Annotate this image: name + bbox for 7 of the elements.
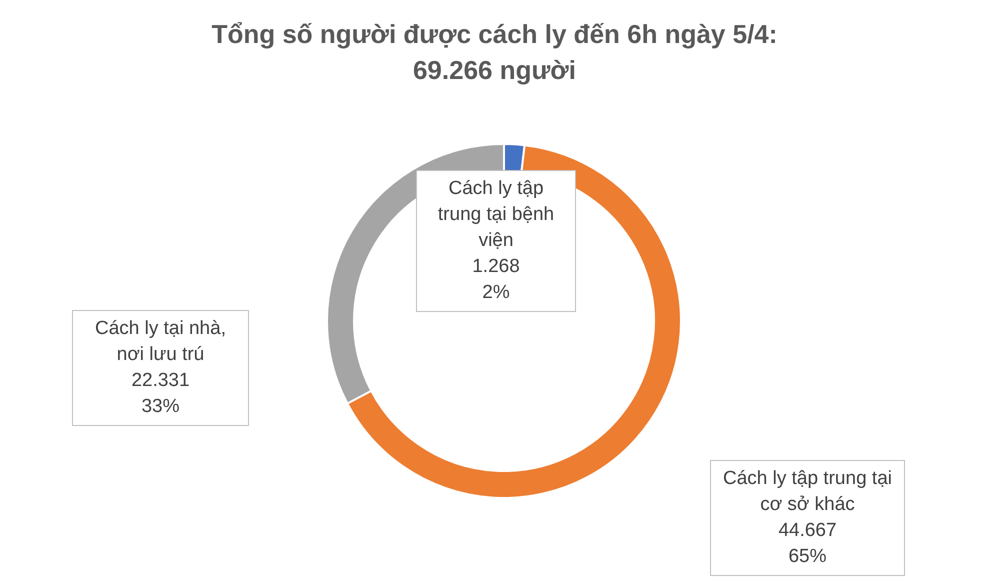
data-label: 44.667 65% [777, 519, 838, 569]
chart-title: Tổng số người được cách ly đến 6h ngày 5/4: 69.266 người [210, 18, 778, 87]
slice-label: Cách ly tập trung tại cơ sở khác [722, 467, 893, 517]
data-label: 1.268 2% [471, 255, 521, 305]
data-label: 22.331 33% [130, 369, 191, 419]
slice-label: Cách ly tập trung tại bệnh viện [436, 177, 556, 253]
slice-label: Cách ly tại nhà, nơi lưu trú [94, 317, 227, 367]
